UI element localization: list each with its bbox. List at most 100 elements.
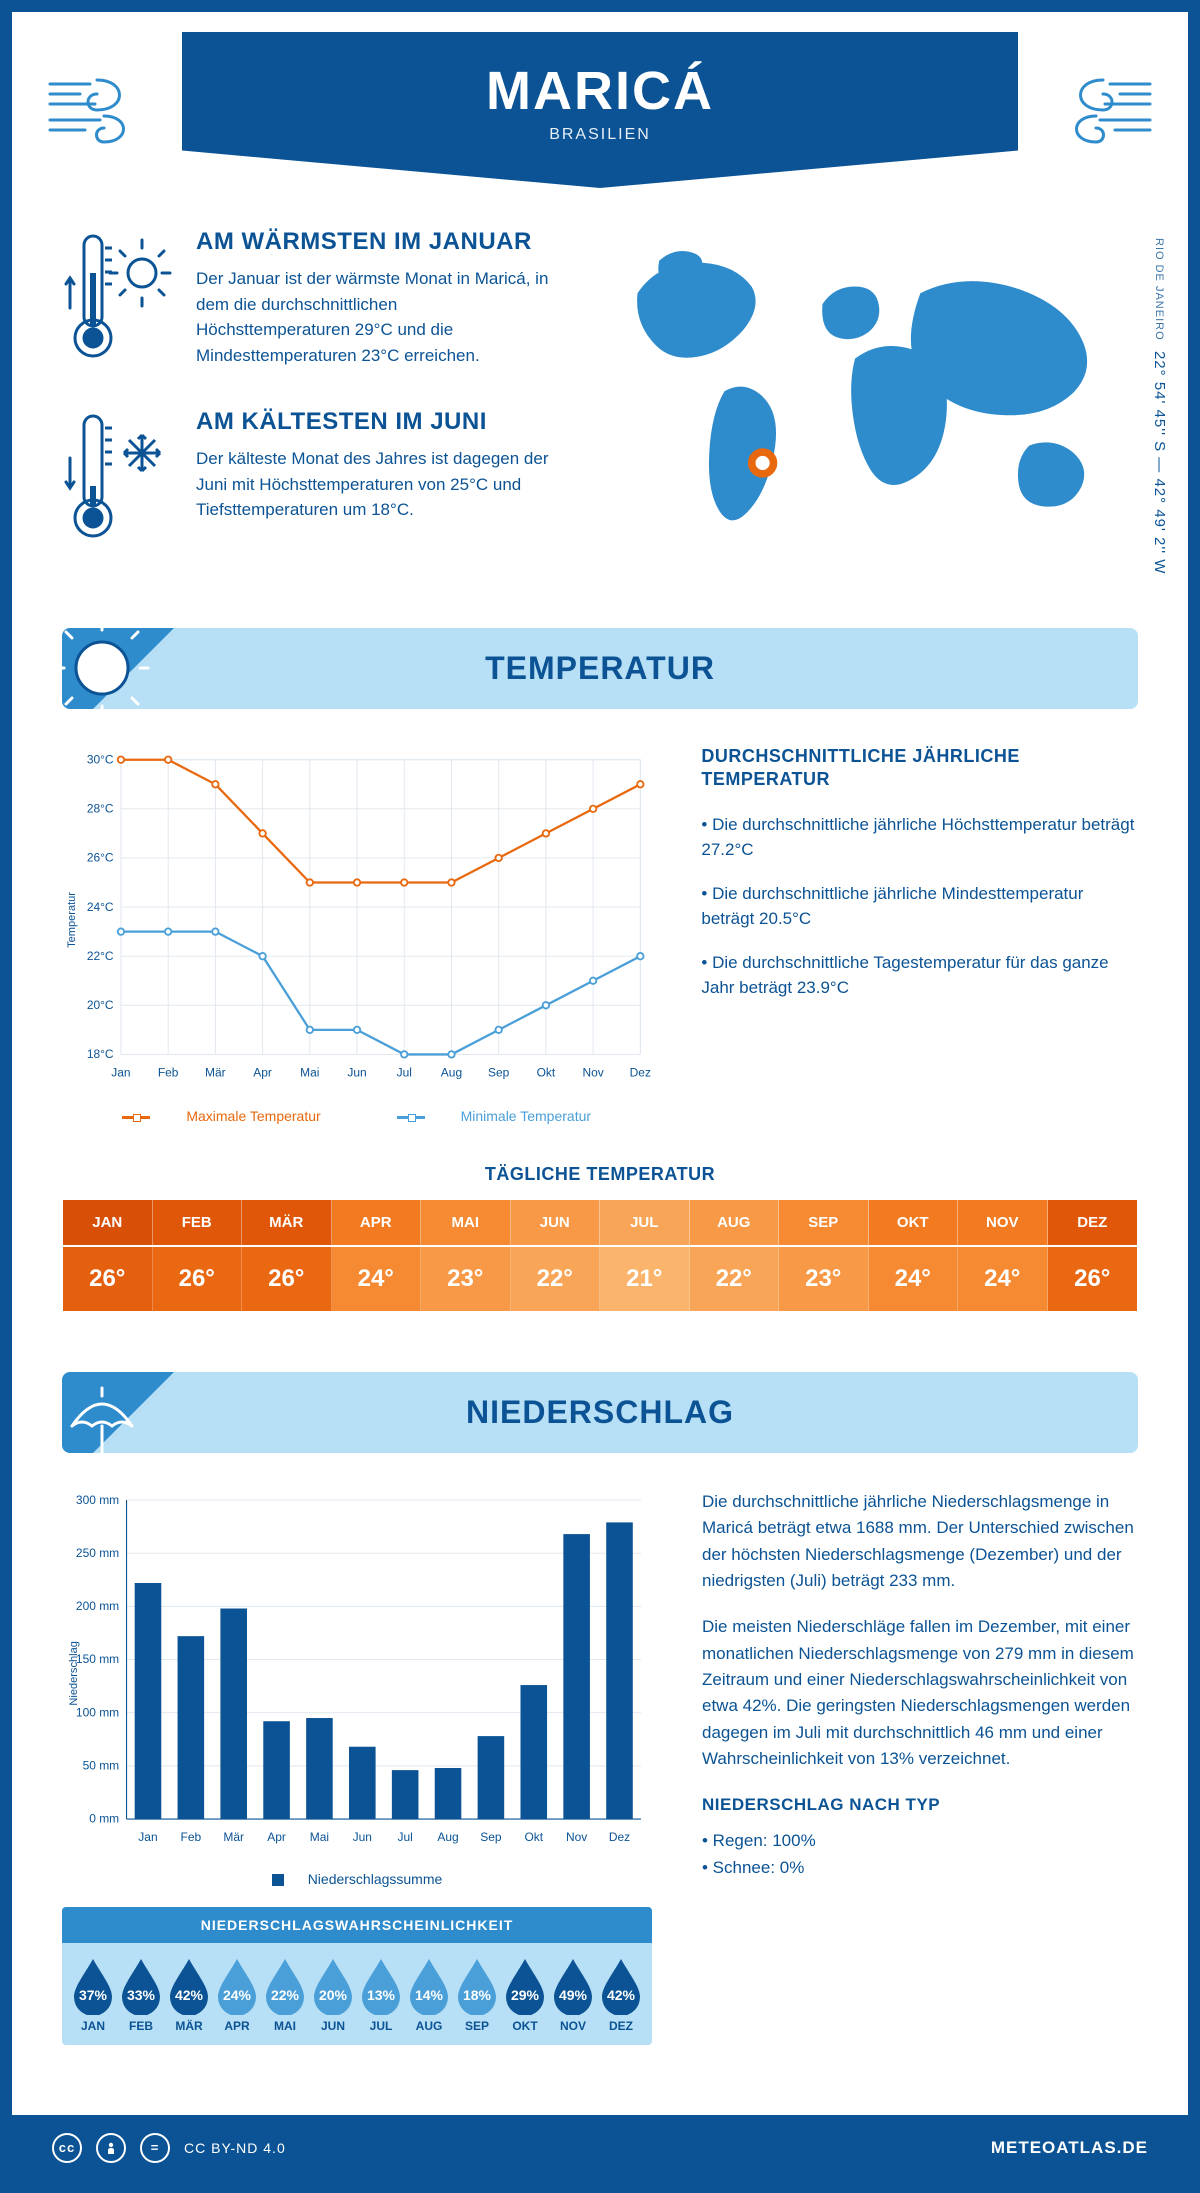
svg-text:0 mm: 0 mm (89, 1812, 119, 1826)
svg-text:Aug: Aug (437, 1830, 458, 1844)
daily-temp-title: TÄGLICHE TEMPERATUR (12, 1164, 1188, 1185)
prob-cell: 29% OKT (502, 1957, 548, 2033)
svg-text:Sep: Sep (480, 1830, 502, 1844)
summary-warm-text: Der Januar ist der wärmste Monat in Mari… (196, 266, 554, 368)
svg-text:Jan: Jan (138, 1830, 157, 1844)
cc-nd-icon: = (140, 2133, 170, 2163)
daily-value-cell: 26° (153, 1247, 243, 1311)
prob-cell: 37% JAN (70, 1957, 116, 2033)
daily-value-cell: 24° (958, 1247, 1048, 1311)
svg-text:24°C: 24°C (87, 900, 114, 914)
raindrop-icon: 13% (358, 1957, 404, 2015)
raindrop-icon: 18% (454, 1957, 500, 2015)
raindrop-icon: 49% (550, 1957, 596, 2015)
svg-text:28°C: 28°C (87, 802, 114, 816)
sun-icon (62, 628, 178, 709)
prob-cell: 22% MAI (262, 1957, 308, 2033)
raindrop-icon: 29% (502, 1957, 548, 2015)
daily-month-cell: OKT (869, 1200, 959, 1245)
info-bullet: • Die durchschnittliche jährliche Mindes… (701, 881, 1138, 932)
prob-cell: 49% NOV (550, 1957, 596, 2033)
svg-text:Dez: Dez (630, 1066, 651, 1080)
svg-text:Jul: Jul (397, 1066, 412, 1080)
raindrop-icon: 42% (166, 1957, 212, 2015)
svg-text:Jul: Jul (398, 1830, 413, 1844)
raindrop-icon: 20% (310, 1957, 356, 2015)
temperature-info: DURCHSCHNITTLICHE JÄHRLICHE TEMPERATUR •… (701, 745, 1138, 1124)
world-map: RIO DE JANEIRO 22° 54' 45'' S — 42° 49' … (594, 228, 1138, 588)
info-bullet: • Die durchschnittliche Tagestemperatur … (701, 950, 1138, 1001)
footer: cc = CC BY-ND 4.0 METEOATLAS.DE (12, 2115, 1188, 2181)
precip-left-column: 0 mm50 mm100 mm150 mm200 mm250 mm300 mmN… (62, 1489, 652, 2045)
raindrop-icon: 37% (70, 1957, 116, 2015)
daily-month-cell: JUN (511, 1200, 601, 1245)
info-bullet: • Schnee: 0% (702, 1854, 1138, 1881)
umbrella-icon (62, 1372, 178, 1453)
svg-text:100 mm: 100 mm (76, 1705, 119, 1719)
prob-cell: 24% APR (214, 1957, 260, 2033)
daily-value-cell: 26° (1048, 1247, 1138, 1311)
summary-warm: AM WÄRMSTEN IM JANUAR Der Januar ist der… (62, 228, 554, 368)
cc-icon: cc (52, 2133, 82, 2163)
section-temperature-header: TEMPERATUR (62, 628, 1138, 709)
daily-value-cell: 24° (869, 1247, 959, 1311)
svg-text:Nov: Nov (582, 1066, 603, 1080)
site-name: METEOATLAS.DE (991, 2138, 1148, 2158)
svg-text:50 mm: 50 mm (83, 1758, 120, 1772)
daily-month-cell: NOV (958, 1200, 1048, 1245)
summary-cold: AM KÄLTESTEN IM JUNI Der kälteste Monat … (62, 408, 554, 548)
summary-warm-title: AM WÄRMSTEN IM JANUAR (196, 228, 554, 256)
svg-text:300 mm: 300 mm (76, 1493, 119, 1507)
thermometer-cold-icon (62, 408, 172, 548)
svg-text:Okt: Okt (537, 1066, 556, 1080)
daily-value-cell: 21° (600, 1247, 690, 1311)
prob-cell: 42% MÄR (166, 1957, 212, 2033)
svg-text:250 mm: 250 mm (76, 1546, 119, 1560)
daily-month-cell: JAN (63, 1200, 153, 1245)
daily-month-cell: SEP (779, 1200, 869, 1245)
svg-text:Jun: Jun (347, 1066, 366, 1080)
precip-info: Die durchschnittliche jährliche Niedersc… (702, 1489, 1138, 2045)
wind-deco-right-icon (1038, 54, 1158, 154)
prob-cell: 13% JUL (358, 1957, 404, 2033)
precip-probability-table: NIEDERSCHLAGSWAHRSCHEINLICHKEIT 37% JAN … (62, 1907, 652, 2045)
daily-month-cell: DEZ (1048, 1200, 1138, 1245)
precip-bar-chart: 0 mm50 mm100 mm150 mm200 mm250 mm300 mmN… (62, 1489, 652, 1887)
svg-text:Mär: Mär (205, 1066, 226, 1080)
raindrop-icon: 24% (214, 1957, 260, 2015)
header: MARICÁ BRASILIEN (12, 32, 1188, 188)
daily-temp-header-row: JANFEBMÄRAPRMAIJUNJULAUGSEPOKTNOVDEZ (62, 1199, 1138, 1246)
info-bullet: • Regen: 100% (702, 1827, 1138, 1854)
thermometer-hot-icon (62, 228, 172, 368)
prob-cell: 18% SEP (454, 1957, 500, 2033)
svg-text:Jan: Jan (111, 1066, 130, 1080)
svg-text:Jun: Jun (353, 1830, 372, 1844)
svg-text:30°C: 30°C (87, 752, 114, 766)
city-name: MARICÁ (202, 60, 998, 122)
summary-cold-text: Der kälteste Monat des Jahres ist dagege… (196, 446, 554, 523)
svg-text:Niederschlag: Niederschlag (68, 1641, 80, 1705)
svg-text:Dez: Dez (609, 1830, 630, 1844)
prob-cell: 42% DEZ (598, 1957, 644, 2033)
summary-column: AM WÄRMSTEN IM JANUAR Der Januar ist der… (62, 228, 554, 588)
svg-text:Mai: Mai (300, 1066, 319, 1080)
svg-text:Apr: Apr (267, 1830, 286, 1844)
svg-text:Feb: Feb (181, 1830, 202, 1844)
svg-text:Mai: Mai (310, 1830, 329, 1844)
cc-by-icon (96, 2133, 126, 2163)
daily-value-cell: 23° (421, 1247, 511, 1311)
daily-value-cell: 26° (63, 1247, 153, 1311)
daily-month-cell: MÄR (242, 1200, 332, 1245)
svg-text:Temperatur: Temperatur (66, 892, 78, 948)
raindrop-icon: 33% (118, 1957, 164, 2015)
wind-deco-left-icon (42, 54, 162, 154)
svg-text:Sep: Sep (488, 1066, 510, 1080)
svg-text:Feb: Feb (158, 1066, 179, 1080)
coordinates: RIO DE JANEIRO 22° 54' 45'' S — 42° 49' … (1151, 238, 1168, 574)
prob-cell: 14% AUG (406, 1957, 452, 2033)
daily-temp-value-row: 26°26°26°24°23°22°21°22°23°24°24°26° (62, 1246, 1138, 1312)
svg-text:18°C: 18°C (87, 1047, 114, 1061)
info-bullet: • Die durchschnittliche jährliche Höchst… (701, 812, 1138, 863)
prob-cell: 33% FEB (118, 1957, 164, 2033)
svg-text:Mär: Mär (223, 1830, 244, 1844)
